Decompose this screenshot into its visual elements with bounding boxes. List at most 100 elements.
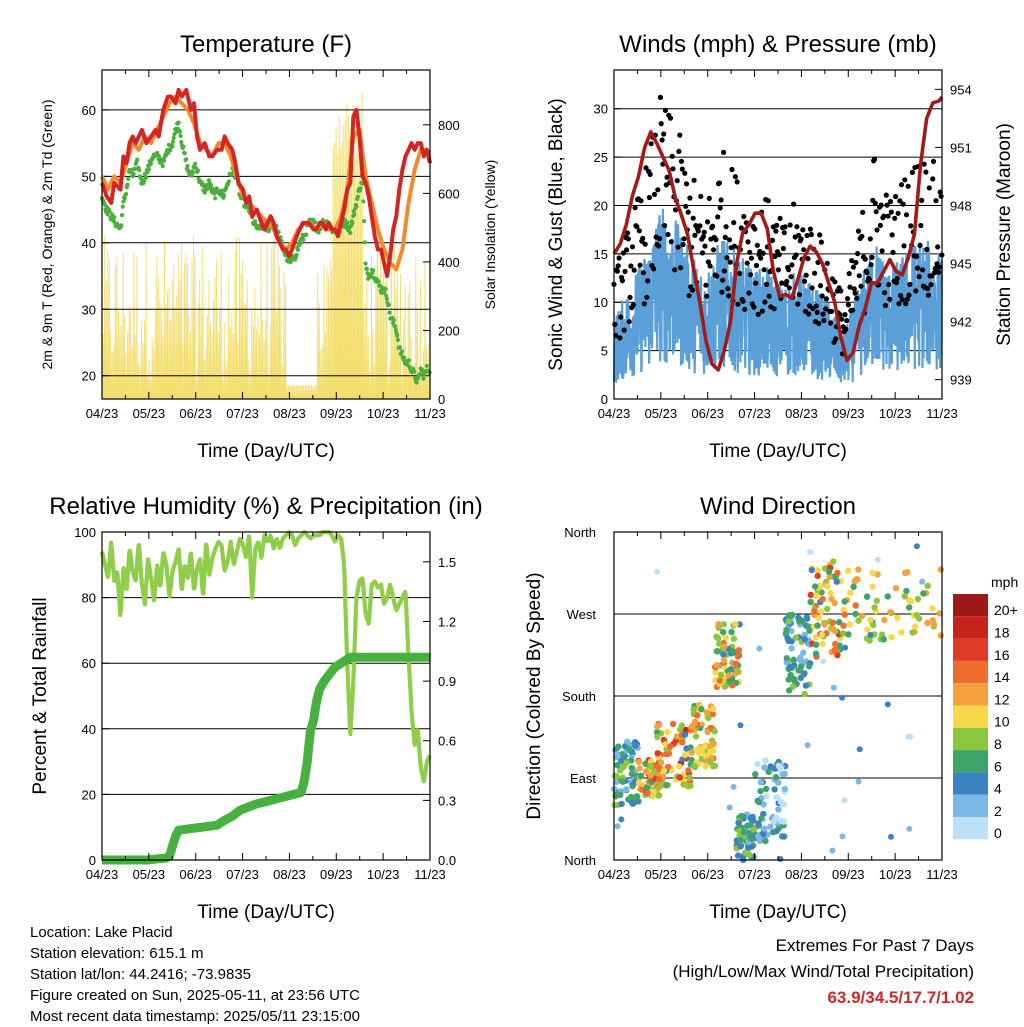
dewpoint-point	[131, 171, 136, 176]
gust-point	[925, 292, 932, 298]
direction-point	[721, 643, 728, 651]
direction-ytick-label: North	[564, 525, 596, 540]
gust-point	[853, 259, 859, 266]
extremes-subtitle: (High/Low/Max Wind/Total Precipitation)	[672, 962, 974, 981]
gust-point	[859, 233, 865, 239]
direction-point	[783, 626, 790, 634]
winds-xtick-label: 08/23	[785, 406, 818, 421]
humidity-ylabel: Percent & Total Rainfall	[30, 597, 51, 794]
colorbar-label: 14	[994, 669, 1010, 685]
gust-point	[897, 198, 903, 204]
gust-point	[691, 177, 697, 183]
dewpoint-point	[208, 182, 214, 188]
gust-point	[856, 273, 862, 279]
gust-point	[932, 265, 938, 272]
gust-point	[675, 244, 681, 250]
gust-point	[786, 285, 792, 291]
direction-point	[732, 660, 740, 668]
gust-point	[720, 277, 726, 283]
gust-point	[807, 226, 814, 232]
dewpoint-point	[354, 204, 359, 209]
direction-point	[656, 782, 663, 790]
direction-point	[901, 569, 909, 577]
total-rainfall-line	[98, 652, 434, 865]
gust-point	[721, 149, 727, 155]
direction-point	[781, 785, 788, 793]
dewpoint-point	[112, 215, 117, 220]
gust-point	[794, 224, 800, 230]
gust-point	[781, 230, 787, 236]
dewpoint-point	[253, 219, 258, 224]
direction-point	[779, 770, 786, 778]
gust-point	[748, 272, 754, 278]
gust-point	[670, 166, 676, 172]
gust-point	[796, 232, 802, 238]
colorbar-title: mph	[991, 574, 1018, 590]
gust-point	[785, 267, 792, 273]
dewpoint-point	[383, 287, 388, 292]
gust-point	[669, 153, 675, 159]
gust-point	[866, 276, 873, 282]
direction-point	[619, 778, 626, 785]
direction-point	[800, 649, 807, 656]
gust-point	[718, 197, 724, 203]
gust-point	[855, 251, 861, 257]
winds-ytick-label: 10	[594, 295, 608, 310]
gust-point	[892, 215, 898, 221]
gust-point	[634, 224, 640, 230]
direction-ylabel: Direction (Colored By Speed)	[524, 572, 545, 819]
gust-point	[703, 282, 709, 288]
gust-point	[814, 309, 820, 315]
dewpoint-point	[212, 191, 217, 196]
gust-point	[752, 226, 758, 232]
direction-point	[920, 590, 927, 597]
winds-xtick-label: 06/23	[691, 406, 724, 421]
winds-xtick-label: 10/23	[879, 406, 912, 421]
colorbar-swatch	[953, 750, 988, 773]
dewpoint-point	[177, 129, 182, 134]
gust-point	[901, 243, 907, 249]
gust-point	[766, 293, 772, 299]
direction-point	[663, 751, 670, 758]
direction-point	[833, 578, 840, 585]
direction-point	[855, 617, 862, 624]
direction-point	[733, 667, 741, 674]
gust-point	[874, 227, 880, 233]
direction-point	[686, 774, 693, 781]
winds-ytick-label: 20	[594, 198, 608, 213]
dewpoint-point	[204, 187, 209, 192]
dewpoint-point	[170, 144, 175, 149]
humidity-xlabel: Time (Day/UTC)	[197, 902, 335, 923]
gust-point	[734, 179, 740, 185]
direction-point	[824, 583, 831, 590]
gust-point	[868, 262, 874, 268]
direction-point	[785, 612, 792, 619]
gust-point	[646, 194, 653, 201]
gust-point	[737, 270, 743, 277]
gust-point	[740, 298, 746, 304]
direction-point	[924, 582, 931, 589]
gust-point	[741, 213, 747, 220]
gust-point	[779, 280, 785, 286]
gust-point	[884, 202, 890, 208]
gust-point	[636, 228, 642, 234]
humidity-xtick-label: 05/23	[133, 867, 166, 882]
direction-point	[615, 743, 622, 750]
direction-point	[775, 806, 782, 813]
humidity-ytick-label: 40	[82, 722, 96, 737]
direction-point	[709, 711, 716, 718]
dewpoint-point	[162, 158, 167, 163]
direction-point	[754, 761, 761, 768]
direction-point	[730, 635, 738, 642]
dewpoint-point	[122, 196, 127, 201]
direction-point	[850, 583, 857, 590]
dewpoint-point	[144, 175, 149, 180]
direction-point	[911, 623, 919, 630]
gust-point	[850, 307, 856, 313]
direction-point	[644, 789, 651, 796]
gust-point	[725, 286, 731, 292]
station-info: Location: Lake Placid Station elevation:…	[30, 922, 360, 1027]
gust-point	[871, 156, 878, 162]
direction-point	[628, 770, 636, 778]
colorbar-swatch	[953, 683, 988, 706]
